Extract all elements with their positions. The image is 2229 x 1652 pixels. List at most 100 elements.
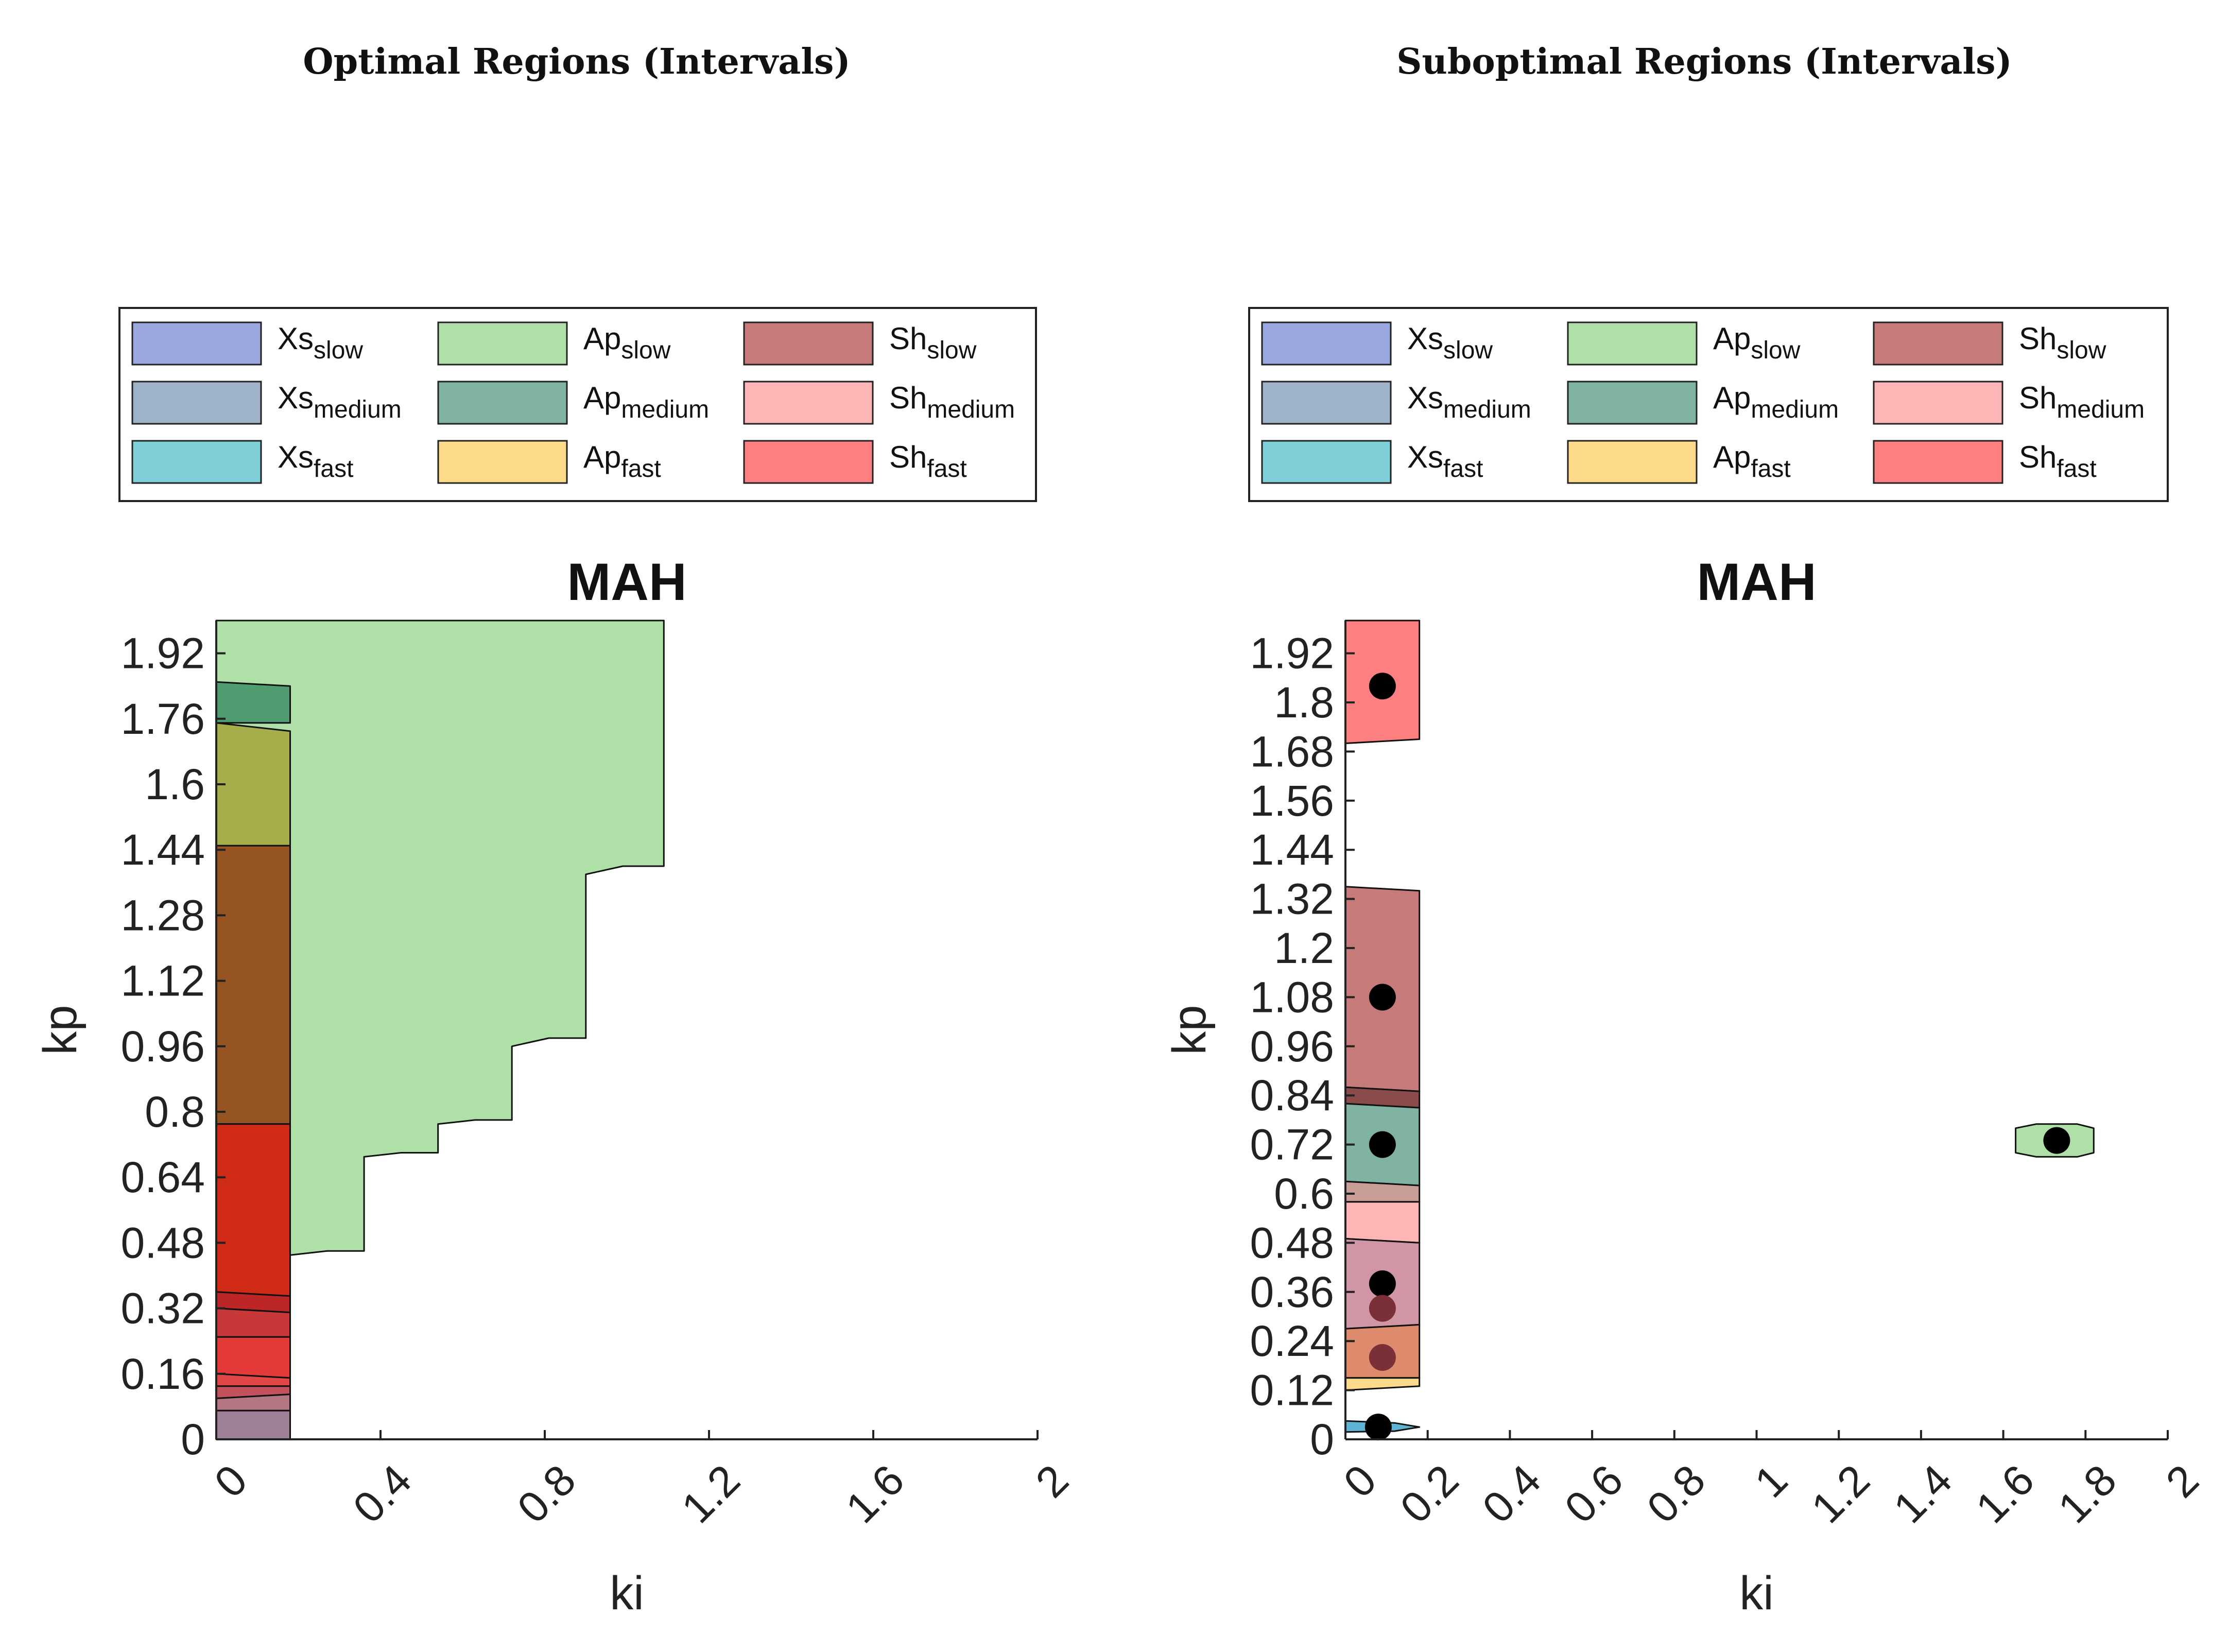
region-sh-medium-mix <box>1344 1180 1421 1203</box>
chart-title: MAH <box>567 553 686 611</box>
y-axis-label: kp <box>34 1005 87 1055</box>
right-figure-title: Suboptimal Regions (Intervals) <box>1396 41 2012 82</box>
region-ap-medium <box>215 681 291 724</box>
x-tick-label: 0.2 <box>1391 1455 1467 1532</box>
x-tick-label: 0.6 <box>1556 1455 1632 1532</box>
legend-label-ap-slow: Apslow <box>583 321 671 364</box>
y-tick-label: 0.64 <box>121 1153 205 1201</box>
legend-label-ap-slow: Apslow <box>1713 321 1801 364</box>
region-ap-fast <box>1344 1377 1421 1391</box>
y-tick-label: 0.6 <box>1274 1169 1334 1218</box>
y-tick-label: 1.76 <box>121 695 205 743</box>
data-point-1 <box>1369 984 1396 1011</box>
legend-label-sh-medium: Shmedium <box>889 381 1015 423</box>
legend-label-xs-slow: Xsslow <box>1407 321 1493 364</box>
legend-box <box>1248 307 2169 502</box>
legend-swatch-sh-fast <box>743 440 874 484</box>
legend-swatch-xs-medium <box>131 381 262 425</box>
y-tick-label: 0.36 <box>1250 1268 1335 1316</box>
legend-swatch-xs-fast <box>131 440 262 484</box>
legend-label-sh-medium: Shmedium <box>2019 381 2145 423</box>
legend-label-ap-medium: Apmedium <box>1713 381 1839 423</box>
region-ap-slow <box>215 620 665 1440</box>
legend-label-xs-medium: Xsmedium <box>278 381 402 423</box>
region-xs-mix-b <box>215 1409 291 1440</box>
x-tick-label: 1.2 <box>1802 1455 1879 1532</box>
y-tick-label: 1.44 <box>121 825 205 874</box>
legend-label-xs-fast: Xsfast <box>278 440 353 483</box>
y-tick-label: 1.12 <box>121 957 205 1005</box>
legend-label-ap-fast: Apfast <box>583 440 661 483</box>
y-tick-label: 1.8 <box>1274 678 1334 727</box>
y-tick-label: 1.92 <box>1250 629 1335 678</box>
y-tick-label: 1.56 <box>1250 777 1335 825</box>
data-point-6 <box>1364 1414 1392 1441</box>
x-tick-label: 1.2 <box>672 1455 749 1532</box>
y-axis-label: kp <box>1163 1005 1216 1055</box>
chart-panel-1: 00.120.240.360.480.60.720.840.961.081.21… <box>1163 553 2208 1620</box>
data-point-5 <box>1369 1344 1396 1371</box>
legend-swatch-sh-medium <box>1873 381 2003 425</box>
x-tick-label: 2 <box>2156 1455 2208 1507</box>
legend-0: Xsslow Xsmedium Xsfast Apslow Apmedium Apfast… <box>118 307 1037 502</box>
chart-title: MAH <box>1697 553 1816 611</box>
x-tick-label: 1 <box>1746 1455 1797 1507</box>
data-point-3 <box>1369 1270 1396 1297</box>
legend-swatch-ap-fast <box>437 440 568 484</box>
x-tick-label: 1.4 <box>1885 1455 1961 1532</box>
legend-1: Xsslow Xsmedium Xsfast Apslow Apmedium Apfast… <box>1248 307 2169 502</box>
y-tick-label: 1.44 <box>1250 825 1335 874</box>
left-figure-title: Optimal Regions (Intervals) <box>303 41 851 82</box>
legend-swatch-ap-medium <box>1567 381 1698 425</box>
legend-swatch-sh-medium <box>743 381 874 425</box>
legend-swatch-ap-medium <box>437 381 568 425</box>
y-tick-label: 1.92 <box>121 629 205 678</box>
legend-box <box>118 307 1037 502</box>
region-ap-fast-mix <box>215 722 291 847</box>
y-tick-label: 1.68 <box>1250 727 1335 776</box>
data-point-7 <box>2043 1127 2070 1154</box>
legend-swatch-sh-fast <box>1873 440 2003 484</box>
legend-swatch-sh-slow <box>1873 321 2003 366</box>
y-tick-label: 0 <box>181 1415 205 1464</box>
region-sh-band-b <box>215 1307 291 1338</box>
y-tick-label: 0.72 <box>1250 1121 1335 1169</box>
x-axis-label: ki <box>610 1567 644 1620</box>
x-axis-label: ki <box>1739 1567 1773 1620</box>
legend-label-xs-medium: Xsmedium <box>1407 381 1531 423</box>
y-tick-label: 0.24 <box>1250 1317 1335 1365</box>
y-tick-label: 0.8 <box>145 1088 205 1136</box>
y-tick-label: 0.12 <box>1250 1366 1335 1415</box>
y-tick-label: 1.6 <box>145 760 205 808</box>
region-sh-fast-mix <box>215 1123 291 1297</box>
legend-swatch-xs-fast <box>1261 440 1392 484</box>
region-sh-mix-1 <box>215 845 291 1125</box>
region-sh-medium <box>1344 1201 1421 1244</box>
legend-label-sh-fast: Shfast <box>2019 440 2097 483</box>
y-tick-label: 0.96 <box>1250 1022 1335 1071</box>
legend-label-ap-medium: Apmedium <box>583 381 709 423</box>
y-tick-label: 1.2 <box>1274 924 1334 972</box>
data-point-0 <box>1369 673 1396 700</box>
legend-label-ap-fast: Apfast <box>1713 440 1791 483</box>
region-sh-band-c <box>215 1336 291 1379</box>
legend-label-sh-slow: Shslow <box>2019 321 2106 364</box>
y-tick-label: 0 <box>1310 1415 1334 1464</box>
legend-swatch-ap-slow <box>437 321 568 366</box>
legend-label-sh-fast: Shfast <box>889 440 967 483</box>
data-point-2 <box>1369 1131 1396 1158</box>
x-tick-label: 2 <box>1026 1455 1078 1507</box>
x-tick-label: 1.6 <box>837 1455 913 1532</box>
y-tick-label: 0.32 <box>121 1284 205 1333</box>
legend-swatch-xs-slow <box>1261 321 1392 366</box>
y-tick-label: 0.48 <box>1250 1218 1335 1267</box>
y-tick-label: 0.16 <box>121 1350 205 1398</box>
legend-swatch-xs-slow <box>131 321 262 366</box>
y-tick-label: 0.84 <box>1250 1071 1335 1120</box>
x-tick-label: 0.4 <box>1473 1455 1550 1532</box>
legend-swatch-ap-fast <box>1567 440 1698 484</box>
chart-panel-0: 0 0.16 0.32 0.48 0.64 0.8 0.96 1.12 1.28 1.44 1.6 1… <box>34 553 1078 1620</box>
x-tick-label: 0.8 <box>508 1455 585 1532</box>
legend-label-xs-slow: Xsslow <box>278 321 363 364</box>
